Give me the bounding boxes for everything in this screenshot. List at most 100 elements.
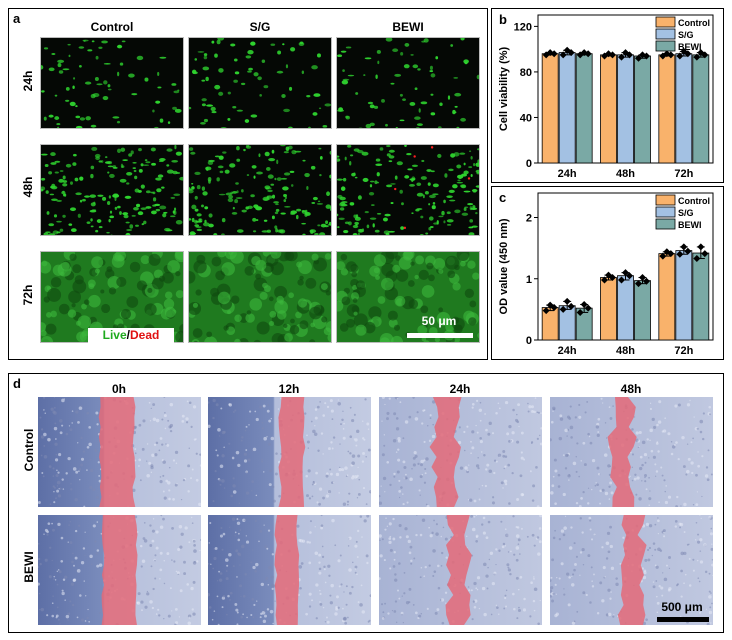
bar-bewi-72h [692,54,710,164]
panel-b [491,8,724,183]
legend-swatch [655,206,676,218]
bar-bewi-24h [575,53,593,164]
micrograph-24h-sg [188,37,332,129]
row-label-control: Control [22,428,36,472]
scratch-image-control-0h [38,397,201,507]
legend-swatch [655,218,676,230]
wound-area [101,515,138,625]
panel-d [8,373,724,633]
y-axis-label: Cell viability (%) [498,46,510,131]
wound-area [98,397,136,507]
y-tick-label: 2 [526,213,532,225]
bar-control-48h [600,277,617,341]
micrograph-72h-bewi [336,251,480,343]
y-tick-label: 1 [526,274,532,286]
scratch-image-bewi-12h [208,515,371,625]
data-point [643,52,650,60]
bar-sg-48h [617,275,634,341]
legend-label: S/G [678,30,694,40]
scratch-scale-bar [657,617,709,622]
panel-b-label: b [499,12,507,27]
data-point [550,50,558,58]
data-point [635,54,642,62]
scratch-image-control-24h [379,397,542,507]
data-point [580,49,588,57]
bar-sg-48h [617,54,634,164]
row-label-48h: 48h [21,176,35,198]
cell-texture [189,38,331,128]
live-dead-legend: Live/Dead [88,328,174,343]
bar-bewi-48h [634,280,651,341]
legend-live-label: Live [102,328,127,342]
legend-swatch [655,194,676,206]
scratch-texture [379,515,542,625]
bar-bewi-48h [634,55,651,164]
data-point [563,46,571,54]
scratch-scale-bar-label: 500 μm [661,600,703,614]
wound-area [278,397,306,507]
legend-swatch [655,16,676,28]
data-point [609,51,616,59]
micrograph-48h-control [40,144,184,236]
cell-texture [337,38,479,128]
panel-c-label: c [499,190,506,205]
column-title-control: Control [90,20,134,34]
data-point [559,51,567,59]
wound-area [274,515,300,625]
bar-control-24h [541,53,559,164]
data-point [580,300,588,308]
data-point [546,49,554,57]
data-point [684,50,692,58]
data-point [626,272,633,280]
wound-area [445,515,472,625]
scale-bar-label: 50 μm [421,314,457,328]
data-point [693,53,701,61]
data-point [567,49,575,57]
column-title-12h: 12h [278,382,300,396]
micrograph-24h-control [40,37,184,129]
data-point [680,243,688,251]
data-point [667,250,675,258]
y-tick-label: 80 [520,67,532,79]
micrograph-48h-sg [188,144,332,236]
bar-sg-24h [558,52,576,164]
data-point [550,304,558,312]
bar-sg-72h [675,250,693,341]
x-tick-label: 24h [558,168,577,180]
data-point [567,302,575,310]
legend-label: Control [678,18,710,28]
cell-texture [189,252,331,342]
data-point [563,297,571,305]
legend-label: BEWI [678,42,702,52]
scratch-texture [208,397,371,507]
legend-separator: / [126,328,130,342]
x-tick-label: 72h [674,345,693,357]
column-title-sg: S/G [249,20,271,34]
row-label-72h: 72h [21,284,35,306]
data-point [605,271,612,279]
column-title-48h: 48h [620,382,642,396]
data-point [667,51,675,59]
data-point [693,255,701,263]
data-point [659,252,667,260]
data-point [559,305,567,313]
bar-sg-72h [675,53,693,164]
scratch-texture [550,515,713,625]
scratch-image-bewi-24h [379,515,542,625]
data-point [643,277,650,285]
scratch-texture [379,397,542,507]
panel-d-label: d [13,376,21,391]
cell-texture [41,145,183,235]
x-tick-label: 48h [616,168,635,180]
wound-area [617,515,647,625]
bar-bewi-72h [692,252,710,341]
data-point [584,50,592,58]
legend-label: BEWI [678,220,702,230]
panel-a [8,8,488,360]
data-point [609,274,616,282]
y-axis-label: OD value (450 nm) [498,218,510,314]
panel-a-label: a [13,11,21,26]
data-point [618,53,625,61]
data-point [584,304,592,312]
wound-area [607,397,637,507]
